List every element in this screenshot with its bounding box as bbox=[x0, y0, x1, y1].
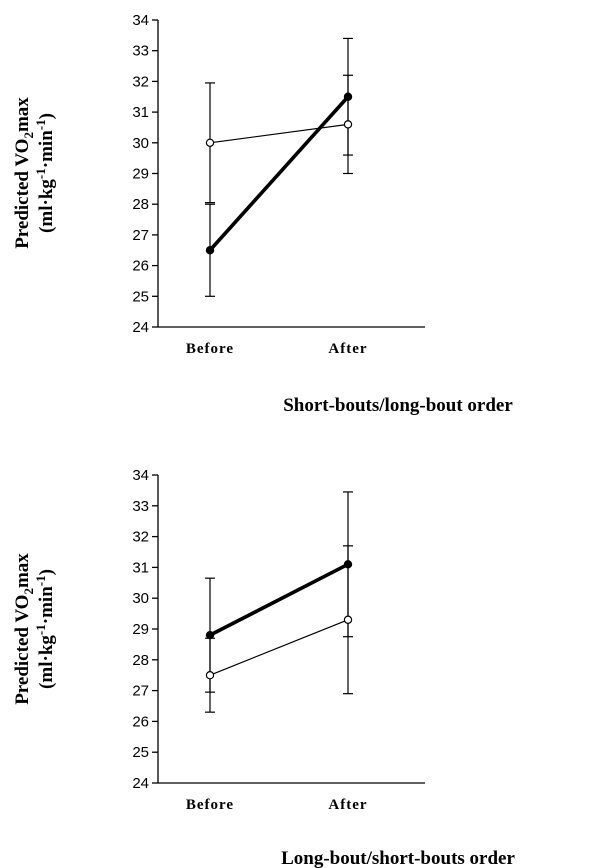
y-tick-label: 32 bbox=[132, 529, 149, 546]
y-axis-label: Predicted VO2max bbox=[12, 97, 36, 249]
y-tick-label: 29 bbox=[132, 621, 149, 638]
y-tick-label: 27 bbox=[132, 683, 149, 700]
series-line bbox=[209, 619, 349, 676]
series-line bbox=[209, 123, 349, 144]
series-line bbox=[209, 562, 349, 637]
data-point bbox=[343, 120, 353, 129]
y-tick-label: 26 bbox=[132, 713, 149, 730]
series-filled bbox=[205, 491, 353, 693]
y-tick-label: 28 bbox=[132, 196, 149, 213]
y-tick-label: 25 bbox=[132, 744, 149, 761]
y-tick-label: 24 bbox=[132, 775, 149, 792]
y-tick-label: 25 bbox=[132, 288, 149, 305]
series-open bbox=[205, 545, 353, 713]
data-point bbox=[343, 615, 353, 624]
y-tick-label: 26 bbox=[132, 258, 149, 275]
y-tick-label: 28 bbox=[132, 652, 149, 669]
y-axis-label: Predicted VO2max bbox=[12, 553, 36, 705]
y-tick-label: 34 bbox=[132, 12, 149, 29]
y-tick-label: 31 bbox=[132, 104, 149, 121]
y-tick-label: 27 bbox=[132, 227, 149, 244]
x-category-label: After bbox=[328, 797, 367, 813]
y-tick-label: 31 bbox=[132, 559, 149, 576]
series-filled bbox=[205, 37, 353, 297]
y-tick-label: 24 bbox=[132, 319, 149, 336]
x-category-label: Before bbox=[186, 797, 234, 813]
y-axis-label-line1: Predicted VO2max bbox=[12, 97, 36, 249]
series-line bbox=[208, 95, 350, 252]
x-axis-label: Long-bout/short-bouts order bbox=[281, 848, 515, 868]
data-point bbox=[205, 246, 215, 255]
series-open bbox=[205, 74, 353, 204]
y-tick-label: 33 bbox=[132, 43, 149, 60]
data-point bbox=[205, 671, 215, 680]
y-tick-label: 34 bbox=[132, 467, 149, 484]
y-tick-label: 32 bbox=[132, 73, 149, 90]
x-axis-label: Short-bouts/long-bout order bbox=[283, 395, 513, 416]
y-axis-unit-label: (ml·kg-1·min-1) bbox=[33, 113, 57, 233]
data-point bbox=[205, 138, 215, 147]
y-tick-label: 30 bbox=[132, 135, 149, 152]
chart-panel-1: 24 25 26 27 28 29 30 31 32 33 34 Before After Short-b… bbox=[12, 12, 513, 416]
y-axis-unit-label: (ml·kg-1·min-1) bbox=[33, 569, 57, 689]
y-tick-label: 33 bbox=[132, 498, 149, 515]
x-category-label: After bbox=[328, 341, 367, 357]
y-tick-label: 30 bbox=[132, 590, 149, 607]
y-axis-label-line1: Predicted VO2max bbox=[12, 553, 36, 705]
chart-panel-2: 24 25 26 27 28 29 30 31 32 33 34 Before After Long-bo… bbox=[12, 467, 515, 868]
x-category-label: Before bbox=[186, 341, 234, 357]
y-tick-label: 29 bbox=[132, 166, 149, 183]
